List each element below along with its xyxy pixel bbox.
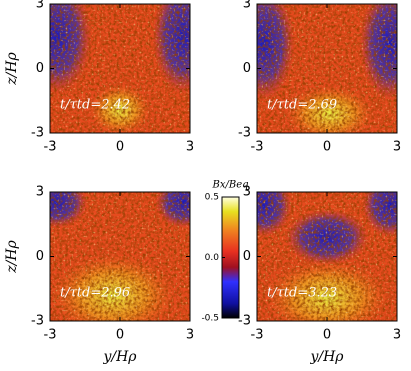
y-tick-label: 3 (243, 185, 251, 200)
y-tick-label: 3 (36, 185, 44, 200)
heatmap-texture (257, 192, 397, 321)
x-axis-label: y/Hρ (309, 349, 344, 365)
y-tick-label: 0 (243, 61, 251, 76)
annotation: t/τtd=2.96 (60, 286, 130, 301)
x-tick-label: 0 (323, 140, 331, 155)
heatmap (50, 192, 190, 321)
heatmap (257, 4, 397, 133)
y-tick-label: 3 (36, 0, 44, 12)
heatmap (50, 4, 190, 133)
x-tick-label: 3 (393, 328, 401, 343)
y-axis-label: z/Hρ (4, 239, 20, 273)
y-axis-label: z/Hρ (4, 51, 20, 85)
x-tick-label: -3 (251, 140, 264, 155)
heatmap-texture (257, 4, 397, 133)
x-tick-label: -3 (44, 140, 57, 155)
heatmap (257, 192, 397, 321)
x-axis-label: y/Hρ (102, 349, 137, 365)
x-tick-label: 3 (186, 140, 194, 155)
x-tick-label: -3 (44, 328, 57, 343)
y-tick-label: 0 (36, 249, 44, 264)
x-tick-label: -3 (251, 328, 264, 343)
x-tick-label: 0 (323, 328, 331, 343)
y-tick-label: -3 (31, 126, 44, 141)
heatmap-texture (50, 4, 190, 133)
colorbar-tick-label: 0.5 (205, 193, 219, 203)
y-tick-label: 3 (243, 0, 251, 12)
x-tick-label: 3 (393, 140, 401, 155)
annotation: t/τtd=2.42 (60, 98, 130, 113)
y-tick-label: 0 (36, 61, 44, 76)
colorbar-tick-label: -0.5 (201, 314, 219, 324)
heatmap-texture (50, 192, 190, 321)
annotation: t/τtd=2.69 (267, 98, 337, 113)
x-tick-label: 0 (116, 140, 124, 155)
annotation: t/τtd=3.23 (267, 286, 337, 301)
y-tick-label: -3 (238, 126, 251, 141)
y-tick-label: 0 (243, 249, 251, 264)
colorbar-tick-label: 0.0 (205, 253, 220, 263)
y-tick-label: -3 (238, 314, 251, 329)
colorbar-label: Bx/Beq (211, 180, 248, 191)
x-tick-label: 0 (116, 328, 124, 343)
y-tick-label: -3 (31, 314, 44, 329)
x-tick-label: 3 (186, 328, 194, 343)
